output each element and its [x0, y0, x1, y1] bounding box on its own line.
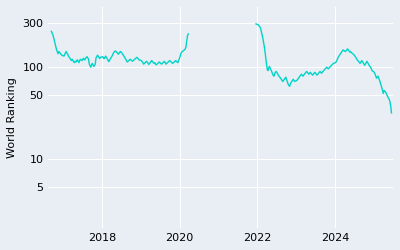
Y-axis label: World Ranking: World Ranking — [7, 77, 17, 158]
